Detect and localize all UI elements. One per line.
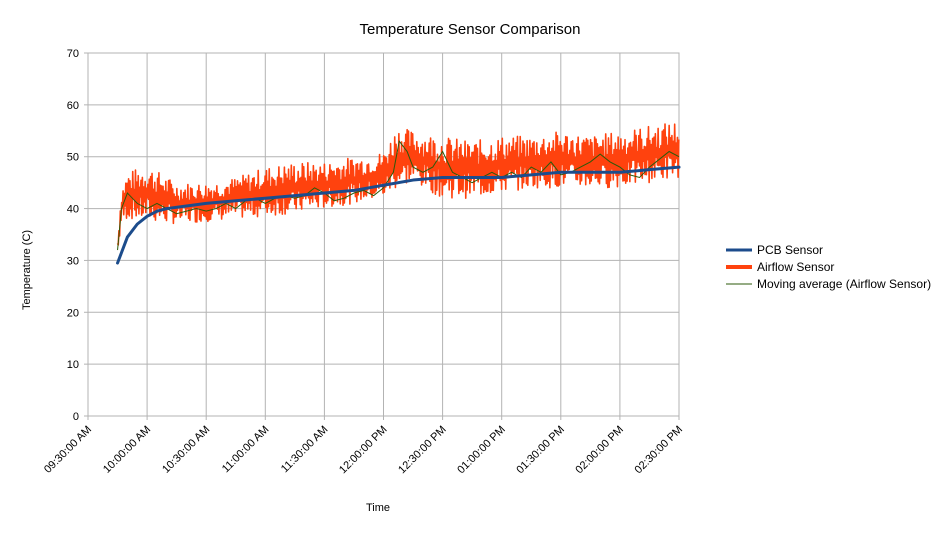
- series-airflow-sensor-line: [116, 123, 680, 246]
- chart-title: Temperature Sensor Comparison: [360, 21, 581, 38]
- y-tick-label: 70: [67, 48, 79, 60]
- x-tick-label: 10:30:00 AM: [160, 424, 212, 476]
- x-tick-label: 09:30:00 AM: [42, 424, 94, 476]
- y-tick-labels: 0 10 20 30 40 50 60 70: [67, 48, 79, 423]
- x-tick-label: 12:30:00 PM: [396, 424, 449, 477]
- y-tick-label: 0: [73, 411, 79, 423]
- y-tick-label: 20: [67, 307, 79, 319]
- x-tick-label: 02:30:00 PM: [633, 424, 686, 477]
- y-tick-label: 40: [67, 204, 79, 216]
- axes: [84, 52, 680, 420]
- gridlines: [87, 52, 680, 417]
- x-tick-label: 11:00:00 AM: [220, 424, 272, 476]
- y-tick-label: 10: [67, 359, 79, 371]
- x-tick-label: 10:00:00 AM: [101, 424, 153, 476]
- y-tick-label: 30: [67, 255, 79, 267]
- y-tick-label: 50: [67, 152, 79, 164]
- legend: PCB Sensor Airflow Sensor Moving average (…: [726, 243, 931, 291]
- series-pcb-sensor-line: [116, 165, 681, 265]
- x-tick-label: 11:30:00 AM: [279, 424, 331, 476]
- plot-frame: [87, 52, 680, 417]
- x-tick-label: 01:30:00 PM: [514, 424, 567, 477]
- series-moving-average-line: [117, 139, 680, 251]
- x-axis-title: Time: [366, 502, 390, 514]
- x-tick-label: 02:00:00 PM: [573, 424, 626, 477]
- legend-entry: PCB Sensor: [757, 243, 823, 257]
- x-tick-label: 01:00:00 PM: [455, 424, 508, 477]
- y-axis-title: Temperature (C): [21, 230, 33, 310]
- y-tick-label: 60: [67, 100, 79, 112]
- x-tick-label: 12:00:00 PM: [337, 424, 390, 477]
- legend-entry: Airflow Sensor: [757, 260, 834, 274]
- x-tick-labels: 09:30:00 AM 10:00:00 AM 10:30:00 AM 11:00:0…: [42, 424, 685, 477]
- series-group: [116, 123, 681, 265]
- legend-entry: Moving average (Airflow Sensor): [757, 277, 931, 291]
